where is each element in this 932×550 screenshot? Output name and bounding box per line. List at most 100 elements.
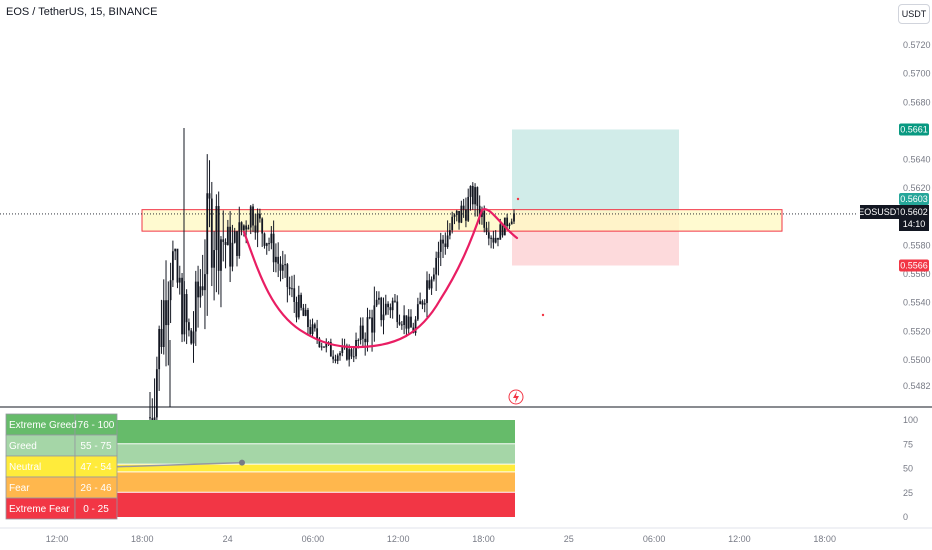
candle-body bbox=[217, 206, 220, 271]
legend-range: 55 - 75 bbox=[80, 441, 112, 452]
candle-body bbox=[304, 309, 307, 316]
candle-body bbox=[366, 317, 369, 343]
candle-body bbox=[174, 248, 177, 252]
sentiment-band bbox=[6, 464, 515, 472]
candle-body bbox=[455, 210, 458, 216]
candle-body bbox=[513, 213, 515, 222]
candle-body bbox=[245, 225, 248, 230]
candle-body bbox=[162, 300, 165, 348]
candle-body bbox=[384, 303, 387, 315]
legend-range: 47 - 54 bbox=[80, 462, 112, 473]
candle-body bbox=[364, 338, 367, 343]
candle-body bbox=[469, 185, 472, 197]
candle-body bbox=[329, 342, 332, 357]
candle-body bbox=[309, 327, 312, 335]
time-tick-label: 18:00 bbox=[131, 534, 154, 544]
svg-text:0.5661: 0.5661 bbox=[900, 124, 928, 134]
stop-price-tag: 0.5566 bbox=[899, 259, 929, 272]
cup-pattern-curve[interactable] bbox=[242, 208, 519, 349]
entry-price-tag: 0.5603 bbox=[899, 193, 929, 205]
candle-body bbox=[414, 319, 417, 333]
candle-body bbox=[254, 225, 257, 233]
candle-body bbox=[261, 218, 264, 234]
candle-body bbox=[236, 231, 238, 256]
candle-body bbox=[160, 328, 163, 348]
candle-body bbox=[403, 315, 406, 325]
candle-body bbox=[396, 301, 399, 323]
candle-body bbox=[471, 185, 474, 205]
candle-body bbox=[426, 280, 428, 304]
candle-body bbox=[451, 216, 454, 231]
candle-body bbox=[281, 264, 284, 271]
candle-body bbox=[302, 307, 305, 316]
indicator-axis: 100 75 50 25 0 bbox=[903, 415, 918, 522]
candle-body bbox=[510, 221, 513, 225]
candle-body bbox=[462, 205, 465, 210]
price-tick-label: 0.5640 bbox=[903, 155, 931, 165]
candle-body bbox=[398, 322, 401, 325]
legend-name: Greed bbox=[9, 441, 37, 452]
candle-body bbox=[373, 305, 376, 333]
time-axis[interactable]: 12:00 18:00 24 06:00 12:00 18:00 25 06:00 12:00 1… bbox=[46, 534, 836, 544]
candle-body bbox=[265, 243, 268, 246]
legend-name: Extreme Fear bbox=[9, 504, 70, 515]
candle-body bbox=[153, 417, 156, 422]
candle-body bbox=[474, 187, 476, 205]
time-tick-label: 18:00 bbox=[472, 534, 495, 544]
price-tick-label: 0.5520 bbox=[903, 326, 931, 336]
lightning-icon[interactable] bbox=[508, 389, 524, 405]
price-tick-label: 0.5680 bbox=[903, 97, 931, 107]
candle-body bbox=[311, 324, 314, 335]
sentiment-bands bbox=[6, 420, 515, 517]
candle-body bbox=[435, 257, 438, 275]
candle-body bbox=[359, 325, 362, 340]
candle-body bbox=[325, 342, 328, 348]
price-tick-label: 0.5482 bbox=[903, 381, 931, 391]
last-price-label: 0.5602 bbox=[900, 207, 928, 217]
candle-body bbox=[199, 286, 202, 298]
candle-body bbox=[197, 281, 199, 298]
time-tick-label: 25 bbox=[564, 534, 574, 544]
candle-body bbox=[208, 193, 211, 199]
sentiment-line-end bbox=[239, 459, 245, 466]
candle-body bbox=[242, 225, 245, 231]
candle-body bbox=[419, 301, 422, 305]
candle-body bbox=[293, 288, 296, 303]
price-axis[interactable]: 0.5720 0.5700 0.5680 0.5640 0.5620 0.5580 0.55… bbox=[903, 40, 931, 391]
candle-body bbox=[421, 301, 424, 305]
candle-body bbox=[300, 294, 302, 308]
price-tick-label: 0.5620 bbox=[903, 183, 931, 193]
time-tick-label: 12:00 bbox=[387, 534, 410, 544]
marker-dot bbox=[516, 197, 520, 201]
candle-body bbox=[215, 206, 218, 251]
candle-body bbox=[380, 297, 383, 321]
legend-range: 0 - 25 bbox=[83, 504, 109, 515]
candle-body bbox=[213, 250, 216, 268]
price-tick-label: 0.5580 bbox=[903, 240, 931, 250]
candle-body bbox=[444, 243, 447, 247]
candle-body bbox=[316, 328, 319, 339]
chart-title: EOS / TetherUS, 15, BINANCE bbox=[6, 6, 158, 18]
candle-body bbox=[320, 346, 323, 348]
candle-body bbox=[508, 224, 511, 226]
candle-body bbox=[185, 294, 188, 323]
currency-button[interactable]: USDT bbox=[898, 4, 930, 24]
candle-body bbox=[158, 328, 161, 370]
time-tick-label: 24 bbox=[223, 534, 233, 544]
candle-body bbox=[220, 239, 222, 271]
candle-body bbox=[277, 256, 280, 264]
position-target-zone[interactable] bbox=[512, 129, 679, 213]
symbol-tag: EOSUSDT bbox=[858, 207, 902, 217]
candle-body bbox=[188, 322, 190, 331]
candle-body bbox=[178, 277, 181, 283]
candle-body bbox=[416, 304, 419, 320]
candle-body bbox=[313, 324, 316, 329]
candle-body bbox=[362, 325, 364, 339]
indicator-tick-label: 50 bbox=[903, 464, 913, 474]
candle-body bbox=[467, 196, 470, 221]
price-tick-label: 0.5700 bbox=[903, 69, 931, 79]
candle-body bbox=[394, 300, 396, 302]
candle-body bbox=[339, 352, 341, 356]
candle-body bbox=[371, 317, 373, 333]
